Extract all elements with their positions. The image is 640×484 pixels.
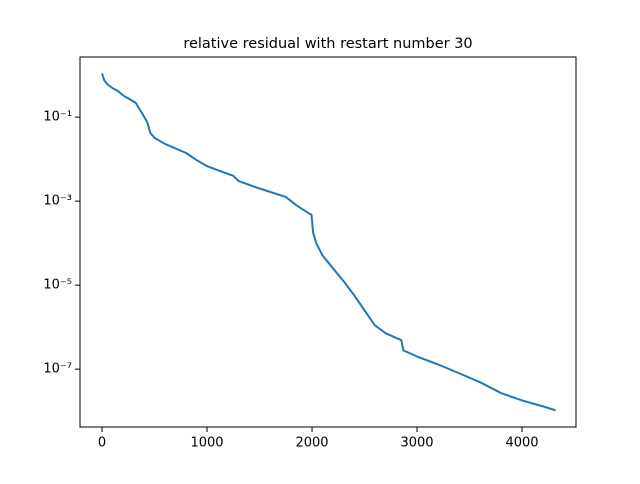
axes-frame: [79, 56, 577, 428]
y-tick-label: 10⁻⁷: [43, 362, 72, 377]
y-tick-label: 10⁻³: [43, 194, 72, 209]
line: [101, 73, 556, 412]
x-tick-label: 4000: [505, 436, 538, 451]
y-tick-label: 10⁻⁵: [43, 278, 72, 293]
x-tick-label: 0: [98, 436, 106, 451]
x-tick-label: 3000: [400, 436, 433, 451]
chart-title: relative residual with restart number 30: [183, 36, 472, 52]
x-tick-label: 2000: [295, 436, 328, 451]
x-tick-label: 1000: [190, 436, 223, 451]
y-tick-label: 10⁻¹: [43, 110, 72, 125]
